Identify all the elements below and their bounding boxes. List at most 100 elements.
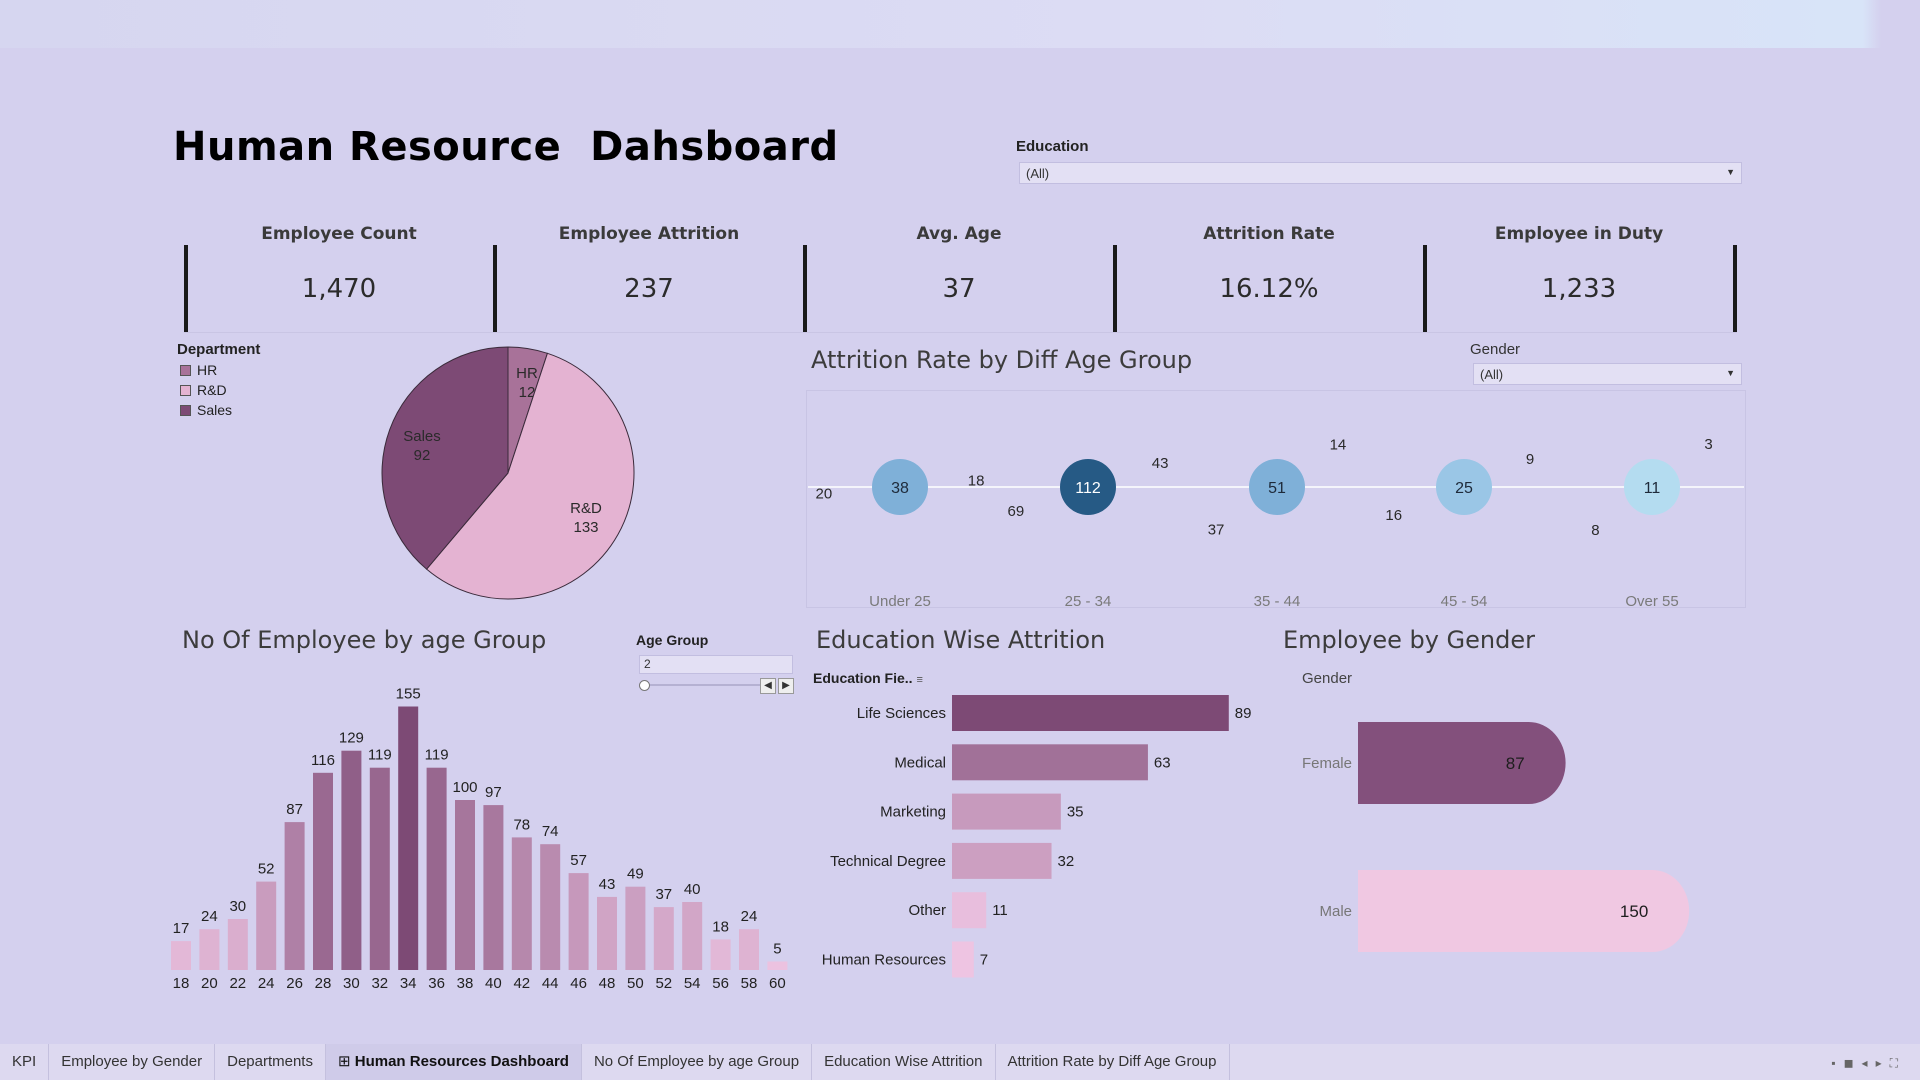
gender-bar[interactable] — [1358, 870, 1690, 952]
age-bar[interactable] — [597, 896, 617, 970]
legend-swatch-rd — [180, 384, 191, 396]
legend-item-rd[interactable]: R&D — [180, 382, 232, 398]
department-legend: HR R&D Sales — [180, 362, 232, 418]
age-bar[interactable] — [739, 929, 759, 970]
age-bar[interactable] — [227, 919, 248, 970]
donut-center — [1624, 459, 1680, 515]
donut-label-retained: 37 — [1208, 522, 1225, 539]
education-bar[interactable] — [952, 744, 1148, 781]
education-field-header[interactable]: Education Fie.. ≡ — [813, 670, 923, 686]
legend-label-sales: Sales — [197, 402, 233, 418]
tab-nav-controls[interactable]: ▪◼◂▸⛶ — [1831, 1056, 1906, 1070]
age-axis-label: 26 — [286, 975, 303, 992]
age-bar[interactable] — [171, 941, 191, 970]
tab-attrition-rate-by-diff-age-group[interactable]: Attrition Rate by Diff Age Group — [996, 1044, 1230, 1080]
age-bar[interactable] — [426, 767, 447, 970]
age-bar[interactable] — [710, 939, 731, 970]
kpi-value: 37 — [942, 274, 976, 304]
age-bar[interactable] — [199, 929, 220, 970]
education-bar[interactable] — [952, 793, 1061, 830]
department-legend-title: Department — [177, 341, 261, 358]
tab-education-wise-attrition[interactable]: Education Wise Attrition — [812, 1044, 996, 1080]
education-bar[interactable] — [952, 941, 974, 978]
chevron-right-icon[interactable]: ▶ — [778, 678, 794, 694]
legend-item-hr[interactable]: HR — [180, 362, 232, 378]
age-group-axis-label: 45 - 54 — [1441, 593, 1488, 610]
donut-center-value: 112 — [1075, 480, 1101, 497]
age-bar[interactable] — [625, 886, 646, 970]
tab-label: KPI — [12, 1053, 37, 1070]
age-bar[interactable] — [398, 706, 419, 971]
age-bar[interactable] — [369, 767, 390, 970]
tab-kpi[interactable]: KPI — [0, 1044, 50, 1080]
gender-bar[interactable] — [1358, 722, 1566, 804]
education-bar[interactable] — [952, 892, 987, 929]
sort-icon[interactable]: ≡ — [916, 674, 923, 686]
donut-center — [1060, 459, 1116, 515]
kpi-divider — [1423, 245, 1427, 333]
donut-label-retained: 16 — [1385, 507, 1402, 524]
tab-label: Education Wise Attrition — [824, 1053, 983, 1070]
kpi-divider — [803, 245, 807, 333]
age-group-input[interactable]: 2 — [639, 655, 793, 674]
kpi-divider — [1113, 245, 1117, 333]
pie-label-value: 92 — [414, 447, 431, 464]
age-bar[interactable] — [256, 881, 277, 970]
gender-filter-dropdown[interactable]: (All) ▼ — [1473, 363, 1742, 385]
age-bar[interactable] — [284, 822, 305, 970]
age-group-axis-label: Over 55 — [1625, 593, 1678, 610]
age-bar[interactable] — [341, 750, 362, 970]
education-bar-value: 35 — [1067, 804, 1084, 821]
pie-slice-rd[interactable] — [425, 352, 635, 600]
donut-center-value: 11 — [1644, 480, 1661, 497]
tab-label: No Of Employee by age Group — [593, 1053, 800, 1070]
legend-item-sales[interactable]: Sales — [180, 402, 232, 418]
age-bar[interactable] — [568, 873, 589, 970]
tab-no-of-employee-by-age-group[interactable]: No Of Employee by age Group — [582, 1044, 813, 1080]
donut-label-retained: 20 — [816, 485, 833, 502]
legend-label-rd: R&D — [197, 382, 227, 398]
gender-title: Employee by Gender — [1283, 626, 1535, 654]
donut-center — [1436, 459, 1492, 515]
age-group-filter-label: Age Group — [636, 632, 709, 648]
education-field-header-text: Education Fie.. — [813, 670, 913, 686]
age-bar[interactable] — [653, 907, 674, 970]
age-bar[interactable] — [483, 805, 504, 970]
age-axis-label: 52 — [655, 975, 672, 992]
donut-center-value: 38 — [891, 480, 909, 497]
education-category-label: Other — [908, 902, 946, 919]
age-group-slider-track[interactable] — [642, 684, 760, 686]
age-axis-label: 34 — [400, 975, 417, 992]
kpi-value: 1,470 — [301, 274, 377, 304]
age-group-slider-handle[interactable] — [639, 680, 650, 691]
tab-employee-by-gender[interactable]: Employee by Gender — [49, 1044, 216, 1080]
attrition-age-panel — [806, 390, 1746, 608]
pie-slice-sales[interactable] — [381, 346, 509, 570]
education-title: Education Wise Attrition — [816, 626, 1106, 654]
age-axis-label: 20 — [201, 975, 218, 992]
age-axis-label: 46 — [570, 975, 587, 992]
age-bar[interactable] — [455, 800, 475, 970]
education-filter-dropdown[interactable]: (All) ▼ — [1019, 162, 1742, 184]
kpi-label: Employee in Duty — [1494, 224, 1664, 244]
donut-center-value: 51 — [1268, 480, 1286, 497]
age-bar-value: 97 — [485, 784, 502, 801]
age-bar-value: 57 — [570, 852, 587, 869]
age-bar[interactable] — [511, 837, 532, 970]
age-bar-value: 78 — [513, 816, 530, 833]
donut-center — [1249, 459, 1305, 515]
education-bar[interactable] — [952, 695, 1229, 731]
pie-label-category: R&D — [570, 500, 602, 517]
kpi-value: 237 — [624, 274, 674, 304]
age-bar[interactable] — [767, 961, 788, 971]
age-bar[interactable] — [540, 844, 561, 970]
tab-human-resources-dashboard[interactable]: ⊞ Human Resources Dashboard — [325, 1044, 582, 1080]
donut-label-attrition: 43 — [1152, 455, 1169, 472]
chevron-down-icon: ▼ — [1726, 167, 1735, 177]
education-bar[interactable] — [952, 842, 1052, 879]
chevron-left-icon[interactable]: ◀ — [760, 678, 776, 694]
age-bar[interactable] — [313, 772, 333, 970]
age-bar[interactable] — [682, 902, 703, 970]
tab-departments[interactable]: Departments — [215, 1044, 326, 1080]
age-bar-value: 155 — [396, 686, 421, 703]
